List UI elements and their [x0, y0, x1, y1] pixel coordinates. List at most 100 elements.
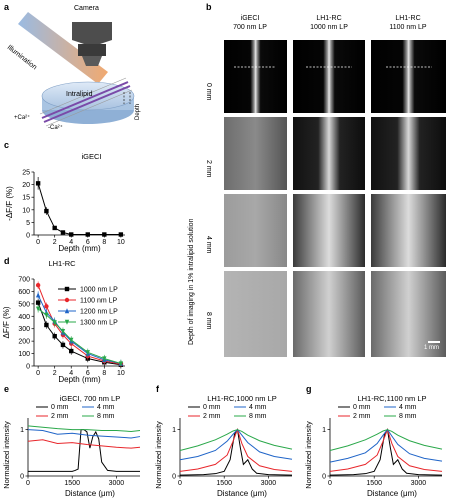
x-tick-label: 6 — [86, 370, 90, 377]
panel-letter-g: g — [306, 384, 312, 394]
image-lh1rc-1100-4mm — [371, 194, 446, 267]
series-line — [329, 429, 443, 451]
legend-label: 2 mm — [353, 413, 371, 420]
legend-label: 4 mm — [399, 404, 417, 411]
panel-letter-d: d — [4, 256, 10, 266]
y-tick-label: 600 — [18, 289, 30, 296]
x-tick-label: 0 — [36, 239, 40, 246]
x-tick-label: 4 — [69, 370, 73, 377]
data-point — [85, 232, 90, 237]
legend-label: 8 mm — [399, 413, 417, 420]
data-point — [52, 225, 57, 231]
y-tick-label: 15 — [22, 195, 30, 202]
data-point — [60, 230, 66, 235]
legend-label: 0 mm — [51, 404, 69, 411]
y-axis-label: -ΔF/F (%) — [5, 186, 14, 221]
panel-letter-a: a — [4, 2, 10, 12]
chart-title: LH1-RC,1000 nm LP — [207, 394, 277, 403]
legend-label: 0 mm — [353, 404, 371, 411]
panel-letter-b: b — [206, 2, 212, 12]
data-point — [60, 342, 66, 348]
data-point — [118, 361, 124, 367]
legend-label: 0 mm — [203, 404, 221, 411]
data-point — [35, 181, 41, 186]
legend-label: 2 mm — [203, 413, 221, 420]
x-tick-label: 2 — [53, 239, 57, 246]
data-point — [69, 348, 74, 354]
x-tick-label: 3000 — [261, 480, 277, 487]
y-tick-label: 200 — [18, 339, 30, 346]
legend-label: 1200 nm LP — [80, 309, 118, 316]
column-header-2-line1: LH1-RC — [316, 15, 342, 22]
x-tick-label: 0 — [328, 480, 332, 487]
data-point — [35, 306, 41, 312]
image-lh1rc-1100-2mm — [371, 117, 446, 190]
y-axis-label: Normalized intensity — [304, 421, 313, 489]
series-line — [179, 428, 293, 476]
y-axis-label: ΔF/F (%) — [2, 306, 11, 338]
data-point — [35, 283, 41, 288]
x-axis-label: Depth (mm) — [58, 375, 101, 384]
dish-icon — [41, 81, 135, 124]
image-igeci-4mm — [224, 194, 287, 267]
y-tick-label: 0 — [26, 233, 30, 240]
series-line — [37, 285, 121, 365]
illumination-beam — [18, 12, 108, 84]
legend-marker — [64, 297, 70, 303]
series-line — [27, 429, 141, 439]
x-tick-label: 1500 — [216, 480, 232, 487]
chart-title: LH1-RC — [48, 259, 76, 268]
x-tick-label: 2 — [53, 370, 57, 377]
x-tick-label: 8 — [102, 370, 106, 377]
data-point — [102, 356, 107, 362]
x-axis-label: Distance (μm) — [217, 489, 267, 498]
x-tick-label: 10 — [117, 370, 125, 377]
camera-icon — [72, 22, 112, 66]
x-tick-label: 6 — [86, 239, 90, 246]
data-point — [60, 329, 66, 334]
x-tick-label: 0 — [178, 480, 182, 487]
chart-d: 0 2 4 6 8 100100200300400500600700LH1-RCDepth… — [2, 259, 125, 384]
x-tick-label: 3000 — [411, 480, 427, 487]
chart-g: 0 1500 3000 0 1 LH1-RC,1100 nm LP Distance (μm… — [304, 394, 443, 498]
y-tick-label: 25 — [22, 170, 30, 177]
legend-label: 4 mm — [249, 404, 267, 411]
data-point — [44, 322, 49, 328]
panel-letter-f: f — [156, 384, 159, 394]
data-point — [44, 208, 49, 214]
column-header-3-line1: LH1-RC — [395, 15, 421, 22]
y-tick-label: 400 — [18, 314, 30, 321]
x-axis-label: Distance (μm) — [65, 489, 115, 498]
chart-title: iGECI, 700 nm LP — [60, 394, 120, 403]
depth-arrow-icon — [123, 92, 131, 104]
series-line — [37, 308, 122, 364]
y-tick-label: 500 — [18, 301, 30, 308]
y-tick-label: 1 — [20, 427, 24, 434]
chart-f: 0 1500 3000 0 1 LH1-RC,1000 nm LP Distance (μm… — [154, 394, 293, 498]
legend-marker — [64, 308, 70, 314]
series-line — [37, 183, 121, 235]
setup-diagram — [18, 12, 135, 127]
image-lh1rc-1100-0mm — [371, 40, 446, 113]
data-point — [69, 232, 74, 237]
legend-label: 2 mm — [51, 413, 69, 420]
y-tick-label: 0 — [322, 474, 326, 481]
x-axis-label: Depth (mm) — [58, 244, 101, 253]
y-tick-label: 300 — [18, 326, 30, 333]
legend-label: 1100 nm LP — [80, 298, 118, 305]
chart-title: LH1-RC,1100 nm LP — [357, 394, 426, 403]
series-line — [27, 439, 141, 449]
ca-plus-label: +Ca²⁺ — [14, 115, 31, 121]
data-point — [85, 350, 90, 356]
legend-label: 8 mm — [97, 413, 115, 420]
data-point — [52, 320, 57, 326]
image-igeci-2mm — [224, 117, 287, 190]
y-tick-label: 5 — [26, 220, 30, 227]
column-header-3: LH1-RC 1100 nm LP — [371, 14, 445, 32]
column-header-1: iGECI 700 nm LP — [213, 14, 287, 32]
x-tick-label: 10 — [117, 239, 125, 246]
series-line — [28, 429, 140, 472]
tubes-icon — [39, 77, 133, 127]
data-point — [35, 300, 41, 305]
